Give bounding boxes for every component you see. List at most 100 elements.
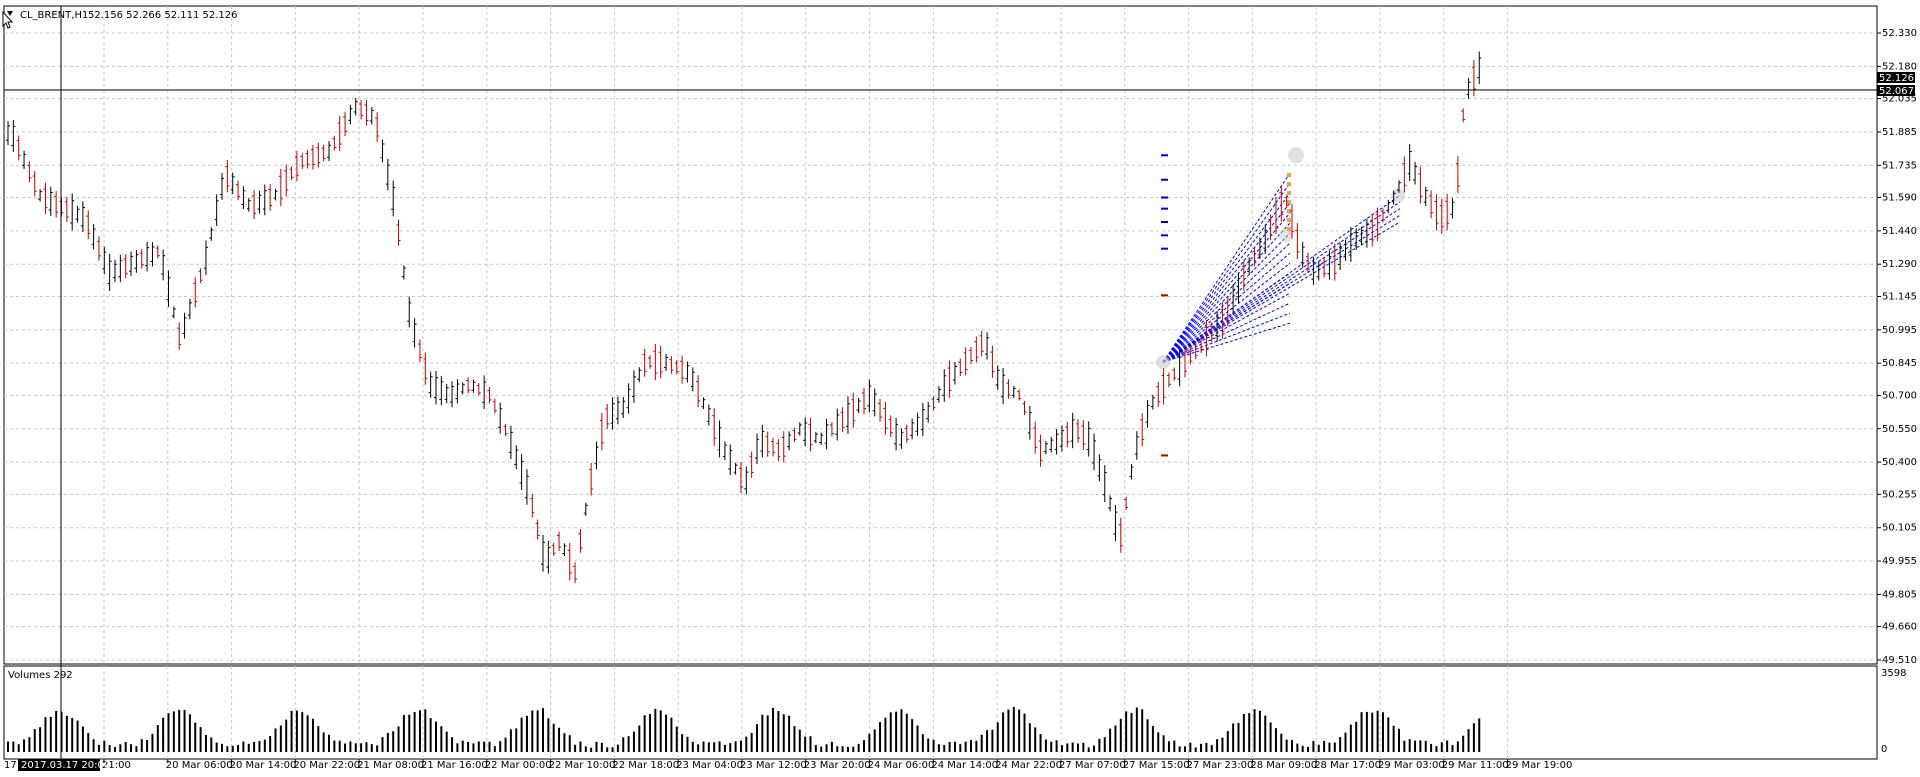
ohlc-bar: [658, 345, 663, 379]
ohlc-bar: [257, 190, 262, 214]
ohlc-bar: [1011, 385, 1016, 398]
ohlc-bar: [241, 186, 246, 210]
drawing-anchor-point[interactable]: [1156, 355, 1170, 370]
chart-header: CL_BRENT,H1 52.156 52.266 52.111 52.126 …: [7, 10, 238, 681]
price-tick-label: 52.330: [1882, 28, 1917, 39]
ohlc-bar: [904, 424, 909, 443]
ohlc-bar: [166, 270, 171, 307]
ohlc-bar: [396, 219, 401, 246]
ohlc-bar: [979, 330, 984, 357]
ohlc-bar: [797, 422, 802, 436]
ohlc-bar: [1209, 322, 1214, 343]
time-tick-label: 24 Mar 22:00: [995, 760, 1062, 771]
ohlc-bar: [407, 296, 412, 328]
ohlc-bar: [268, 184, 273, 211]
ohlc-bar: [391, 180, 396, 217]
price-tick-label: 50.105: [1882, 523, 1917, 534]
ohlc-bar: [289, 166, 294, 180]
ohlc-bar: [54, 191, 59, 218]
ohlc-bar: [1423, 186, 1428, 207]
drawing-anchor-point[interactable]: [1279, 228, 1293, 243]
ohlc-bar: [541, 534, 545, 572]
ohlc-bar: [557, 531, 562, 552]
ohlc-bar: [781, 431, 786, 463]
volume-pane-frame: [3, 665, 1878, 760]
ohlc-bar: [648, 355, 652, 369]
volume-axis-min: 0: [1881, 744, 1887, 755]
ohlc-bar: [1150, 394, 1155, 410]
ohlc-bar: [701, 397, 706, 409]
ohlc-bar: [1017, 389, 1022, 401]
ohlc-bar: [353, 98, 358, 116]
ohlc-bar: [1445, 194, 1450, 231]
price-tick-label: 49.660: [1882, 622, 1917, 633]
ohlc-bar: [332, 135, 337, 151]
ohlc-bar: [294, 150, 299, 182]
ohlc-bar: [733, 462, 738, 475]
ohlc-bar: [1172, 367, 1177, 381]
price-tick-label: 49.510: [1882, 655, 1917, 666]
ohlc-bar: [75, 205, 80, 223]
ohlc-bar: [284, 164, 289, 197]
ohlc-bar: [829, 422, 834, 437]
ohlc-bar: [466, 377, 471, 394]
svg-text:52.126: 52.126: [1879, 73, 1914, 84]
ohlc-bar: [1252, 248, 1257, 267]
ohlc-bar: [910, 418, 915, 440]
ohlc-bar: [401, 265, 406, 280]
ohlc-bar: [787, 431, 792, 451]
price-tick-label: 49.955: [1882, 556, 1917, 567]
ohlc-bar: [803, 417, 808, 447]
ohlc-bar: [22, 150, 27, 169]
ohlc-bar: [573, 562, 578, 584]
time-tick-label: 22 Mar 18:00: [612, 760, 679, 771]
ohlc-bar: [594, 441, 599, 470]
drawing-anchor-point[interactable]: [1288, 147, 1304, 164]
ohlc-bar: [1295, 223, 1300, 260]
price-pane-frame: [3, 5, 1878, 665]
ohlc-bar: [664, 354, 669, 371]
ohlc-bar: [942, 369, 947, 402]
ohlc-bar: [1327, 250, 1332, 280]
ohlc-bar: [1049, 436, 1054, 453]
ohlc-bar: [1300, 241, 1305, 268]
ohlc-bar: [947, 360, 952, 398]
ohlc-bar: [1166, 372, 1171, 388]
chart-menu-arrow-icon[interactable]: [7, 11, 13, 16]
ohlc-bar: [1038, 434, 1043, 467]
ohlc-bar: [856, 398, 861, 414]
time-tick-label: 20 Mar 06:00: [166, 760, 233, 771]
ohlc-bar: [423, 352, 428, 385]
ohlc-bar: [605, 403, 610, 429]
ohlc-bar: [1129, 463, 1134, 480]
ohlc-bar: [198, 268, 203, 284]
ohlc-bar: [551, 542, 556, 556]
ohlc-bar: [1322, 258, 1327, 278]
price-axis[interactable]: 52.330 52.180 52.035 51.885 51.735 51.590 51.4…: [1877, 28, 1917, 666]
ohlc-bar: [150, 242, 155, 267]
ohlc-bar: [1354, 228, 1359, 251]
price-tick-label: 51.885: [1882, 127, 1917, 138]
ohlc-bar: [963, 347, 968, 376]
ohlc-bar: [1156, 381, 1161, 407]
drawing-anchor-point[interactable]: [1391, 188, 1405, 203]
ohlc-bar: [562, 543, 567, 557]
ohlc-bar: [990, 345, 995, 378]
time-axis-stub: 17: [4, 760, 17, 771]
ohlc-bar: [915, 412, 920, 436]
ohlc-bar: [1316, 261, 1321, 281]
ohlc-bar: [139, 249, 144, 269]
time-tick-label: 29 Mar 11:00: [1442, 760, 1509, 771]
ohlc-bar: [862, 387, 866, 414]
ohlc-values: 52.156 52.266 52.111 52.126: [88, 10, 238, 21]
ohlc-bar: [738, 462, 743, 494]
ohlc-bar: [182, 312, 187, 339]
fibonacci-fan-drawing[interactable]: [1156, 147, 1405, 370]
ohlc-bar: [1407, 144, 1412, 182]
ohlc-bar: [80, 201, 85, 232]
ohlc-bar: [171, 306, 176, 319]
time-tick-label: 22 Mar 10:00: [549, 760, 616, 771]
ohlc-bar: [187, 298, 192, 320]
